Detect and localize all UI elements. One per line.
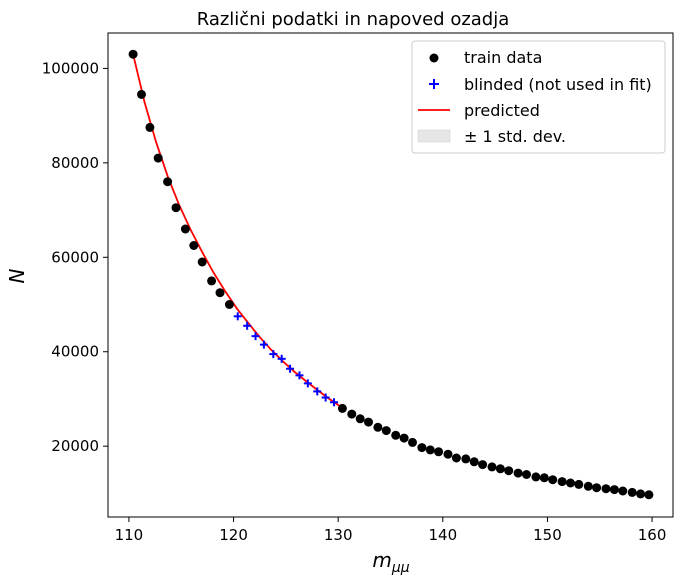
chart-title: Različni podatki in napoved ozadja [197, 9, 510, 30]
y-tick-label: 100000 [42, 59, 99, 77]
y-axis: 20000 40000 60000 80000 100000 [42, 59, 108, 455]
legend-band-marker [417, 129, 451, 143]
legend: train data blinded (not used in fit) pre… [411, 40, 666, 154]
train-data-point [408, 437, 417, 447]
predicted-line-layer [132, 53, 341, 408]
blinded-data-point [330, 398, 338, 407]
train-data-point [337, 403, 347, 413]
train-data-point [373, 422, 383, 432]
train-data-point [592, 483, 602, 493]
train-data-point [153, 153, 163, 163]
blinded-data-point [295, 371, 304, 380]
train-data-point [548, 475, 558, 485]
legend-train-label: train data [464, 48, 542, 67]
blinded-data-point [243, 321, 252, 330]
train-data-point [417, 443, 427, 453]
train-data-point [478, 460, 488, 470]
legend-blinded-label: blinded (not used in fit) [464, 75, 652, 94]
train-data-point [504, 466, 514, 476]
blinded-data-point [233, 312, 242, 321]
x-axis-label-subscript: μμ [391, 560, 410, 576]
train-data-point [347, 409, 357, 419]
y-tick-label: 20000 [51, 437, 99, 455]
train-data-point [425, 445, 435, 455]
predicted-line [132, 53, 341, 408]
train-data-point [171, 203, 181, 213]
train-data-point [583, 481, 593, 491]
data-points-layer [128, 49, 654, 500]
legend-blinded-marker [429, 79, 439, 89]
train-data-point [355, 414, 365, 424]
train-data-point [609, 485, 619, 495]
train-data-point [557, 477, 567, 487]
blinded-data-point [277, 354, 286, 363]
train-data-point [495, 464, 505, 474]
train-data-point [434, 447, 444, 457]
train-data-point [513, 468, 523, 478]
train-data-point [618, 486, 628, 496]
blinded-data-point [321, 393, 330, 402]
x-axis-label: mμμ [372, 548, 409, 576]
legend-box [411, 40, 666, 154]
train-data-point [197, 257, 207, 267]
train-data-point [539, 473, 549, 483]
train-data-point [391, 430, 401, 440]
x-axis-label-main: m [372, 548, 391, 572]
blinded-data-point [259, 340, 268, 349]
train-data-point [224, 300, 234, 309]
blinded-data-point [286, 364, 295, 373]
y-tick-label: 80000 [51, 154, 99, 172]
train-data-point [487, 462, 497, 472]
blinded-data-point [313, 387, 322, 396]
train-data-point [531, 472, 541, 482]
train-data-point [163, 177, 173, 187]
train-data-point [399, 433, 409, 443]
train-data-point [189, 241, 199, 250]
y-axis-label: N [5, 268, 29, 283]
train-data-point [137, 89, 146, 99]
train-data-point [128, 49, 138, 59]
y-tick-label: 60000 [51, 248, 99, 266]
train-data-point [566, 478, 575, 488]
train-data-point [522, 470, 531, 479]
train-data-point [381, 426, 391, 436]
train-data-point [627, 487, 637, 497]
x-axis: 110 120 130 140 150 160 [115, 517, 667, 544]
blinded-data-point [269, 350, 278, 359]
blinded-data-point [251, 332, 260, 341]
train-data-point [644, 490, 654, 500]
train-data-point [180, 224, 190, 234]
y-tick-label: 40000 [51, 343, 99, 361]
x-tick-label: 130 [324, 526, 353, 544]
train-data-point [364, 417, 373, 427]
legend-predicted-label: predicted [464, 101, 540, 120]
x-tick-label: 150 [533, 526, 562, 544]
plot-frame [107, 32, 674, 518]
train-data-point [601, 484, 611, 494]
x-tick-label: 110 [115, 526, 144, 544]
train-data-point [443, 449, 453, 459]
train-data-point [636, 489, 646, 499]
train-data-point [461, 454, 471, 464]
x-tick-label: 160 [638, 526, 667, 544]
train-data-point [215, 288, 225, 298]
x-tick-label: 120 [219, 526, 248, 544]
train-data-point [145, 122, 155, 132]
train-data-point [574, 479, 584, 489]
blinded-data-point [303, 379, 312, 388]
train-data-point [469, 457, 479, 467]
train-data-point [207, 276, 217, 286]
x-tick-label: 140 [428, 526, 457, 544]
legend-band-label: ± 1 std. dev. [464, 127, 566, 146]
legend-train-marker [429, 53, 439, 63]
train-data-point [451, 453, 461, 463]
